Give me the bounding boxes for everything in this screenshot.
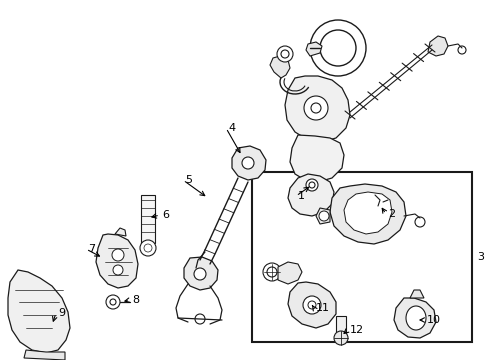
- Circle shape: [307, 301, 315, 309]
- Circle shape: [140, 240, 156, 256]
- Polygon shape: [8, 270, 70, 353]
- Circle shape: [110, 299, 116, 305]
- Text: 7: 7: [88, 244, 95, 254]
- Circle shape: [194, 268, 205, 280]
- Polygon shape: [115, 228, 126, 236]
- Polygon shape: [278, 262, 302, 284]
- Circle shape: [318, 211, 328, 221]
- Polygon shape: [24, 350, 65, 360]
- Circle shape: [304, 96, 327, 120]
- Text: 4: 4: [227, 123, 235, 133]
- Ellipse shape: [405, 306, 425, 330]
- Circle shape: [276, 46, 292, 62]
- Polygon shape: [329, 184, 405, 244]
- Circle shape: [242, 157, 253, 169]
- Polygon shape: [315, 208, 329, 224]
- Circle shape: [281, 50, 288, 58]
- Polygon shape: [305, 42, 321, 56]
- Circle shape: [414, 217, 424, 227]
- Text: 5: 5: [184, 175, 192, 185]
- Polygon shape: [409, 290, 423, 298]
- Bar: [141, 195, 155, 243]
- Text: 2: 2: [387, 209, 394, 219]
- Bar: [335, 316, 346, 338]
- Circle shape: [374, 203, 384, 213]
- Circle shape: [113, 265, 123, 275]
- Circle shape: [106, 295, 120, 309]
- Circle shape: [319, 30, 355, 66]
- Text: 1: 1: [297, 191, 305, 201]
- Bar: [251, 172, 471, 342]
- Circle shape: [263, 263, 281, 281]
- Polygon shape: [343, 192, 391, 234]
- Text: 10: 10: [426, 315, 440, 325]
- Circle shape: [305, 179, 317, 191]
- Circle shape: [112, 249, 124, 261]
- Circle shape: [309, 20, 365, 76]
- Circle shape: [457, 46, 465, 54]
- Polygon shape: [183, 257, 218, 290]
- Polygon shape: [96, 234, 138, 288]
- Polygon shape: [285, 76, 349, 142]
- Text: 11: 11: [315, 303, 329, 313]
- Polygon shape: [427, 36, 447, 56]
- Polygon shape: [287, 174, 333, 216]
- Polygon shape: [393, 298, 435, 338]
- Text: 12: 12: [349, 325, 364, 335]
- Polygon shape: [287, 282, 335, 328]
- Polygon shape: [269, 56, 289, 78]
- Circle shape: [310, 103, 320, 113]
- Text: 3: 3: [476, 252, 483, 262]
- Text: 6: 6: [162, 210, 169, 220]
- Circle shape: [333, 331, 347, 345]
- Circle shape: [195, 314, 204, 324]
- Circle shape: [143, 244, 152, 252]
- Circle shape: [266, 267, 276, 277]
- Text: 8: 8: [132, 295, 139, 305]
- Circle shape: [303, 296, 320, 314]
- Polygon shape: [231, 146, 265, 180]
- Polygon shape: [289, 135, 343, 182]
- Text: 9: 9: [58, 308, 65, 318]
- Circle shape: [386, 197, 392, 203]
- Circle shape: [308, 182, 314, 188]
